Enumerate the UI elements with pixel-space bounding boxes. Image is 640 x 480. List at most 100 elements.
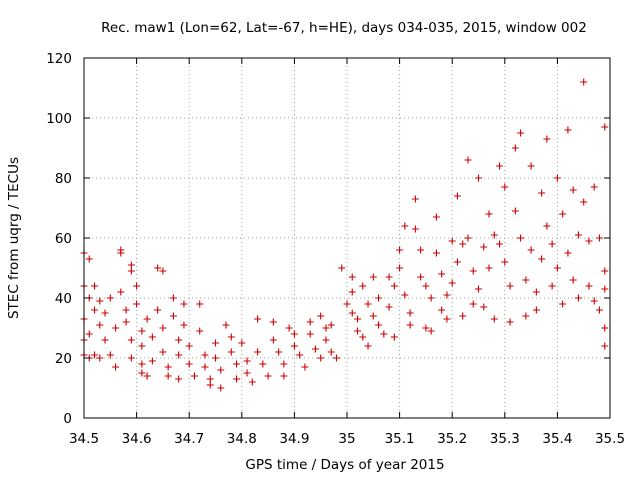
scatter-point xyxy=(601,267,609,275)
scatter-point xyxy=(464,156,472,164)
scatter-point xyxy=(143,315,151,323)
scatter-point xyxy=(96,321,104,329)
data-points xyxy=(80,78,609,392)
scatter-point xyxy=(496,240,504,248)
scatter-point xyxy=(385,273,393,281)
scatter-point xyxy=(148,357,156,365)
scatter-point xyxy=(185,342,193,350)
scatter-point xyxy=(406,309,414,317)
x-tick-label: 35.1 xyxy=(385,431,415,447)
chart-title: Rec. maw1 (Lon=62, Lat=-67, h=HE), days … xyxy=(101,20,587,36)
scatter-point xyxy=(275,348,283,356)
scatter-point xyxy=(422,324,430,332)
scatter-point xyxy=(138,369,146,377)
axis-ticks xyxy=(83,57,611,419)
scatter-point xyxy=(122,306,130,314)
scatter-point xyxy=(227,333,235,341)
scatter-point xyxy=(206,381,214,389)
scatter-point xyxy=(559,210,567,218)
scatter-point xyxy=(159,267,167,275)
scatter-point xyxy=(427,294,435,302)
scatter-point xyxy=(175,375,183,383)
scatter-point xyxy=(201,363,209,371)
scatter-point xyxy=(580,198,588,206)
scatter-point xyxy=(317,312,325,320)
scatter-point xyxy=(243,369,251,377)
scatter-point xyxy=(348,288,356,296)
scatter-point xyxy=(101,309,109,317)
scatter-point xyxy=(480,303,488,311)
scatter-point xyxy=(112,324,120,332)
scatter-point xyxy=(306,330,314,338)
scatter-point xyxy=(569,186,577,194)
y-tick-label: 20 xyxy=(55,351,72,367)
scatter-point xyxy=(501,258,509,266)
scatter-point xyxy=(117,249,125,257)
scatter-point xyxy=(396,264,404,272)
scatter-point xyxy=(538,189,546,197)
scatter-point xyxy=(169,294,177,302)
scatter-point xyxy=(348,309,356,317)
scatter-point xyxy=(538,255,546,263)
scatter-point xyxy=(411,195,419,203)
scatter-point xyxy=(385,303,393,311)
scatter-point xyxy=(91,306,99,314)
scatter-point xyxy=(475,285,482,293)
scatter-point xyxy=(595,306,603,314)
scatter-point xyxy=(590,183,598,191)
y-tick-label: 80 xyxy=(55,171,72,187)
scatter-point xyxy=(180,300,188,308)
scatter-point xyxy=(522,276,530,284)
scatter-point xyxy=(548,240,556,248)
y-tick-label: 0 xyxy=(63,411,72,427)
scatter-point xyxy=(469,300,477,308)
scatter-point xyxy=(259,360,267,368)
scatter-point xyxy=(322,324,330,332)
scatter-point xyxy=(117,288,125,296)
scatter-point xyxy=(364,300,372,308)
scatter-point xyxy=(301,363,309,371)
scatter-point xyxy=(227,348,235,356)
scatter-point xyxy=(112,363,120,371)
x-tick-label: 34.8 xyxy=(227,431,257,447)
scatter-point xyxy=(438,270,446,278)
scatter-point xyxy=(490,231,498,239)
scatter-point xyxy=(485,210,493,218)
scatter-point xyxy=(448,279,456,287)
scatter-point xyxy=(122,318,130,326)
scatter-point xyxy=(601,324,609,332)
scatter-point xyxy=(375,294,383,302)
scatter-point xyxy=(406,321,414,329)
grid-lines xyxy=(84,58,610,418)
scatter-point xyxy=(453,192,461,200)
scatter-point xyxy=(180,321,188,329)
scatter-point xyxy=(564,126,572,134)
scatter-point xyxy=(501,183,509,191)
scatter-point xyxy=(154,306,162,314)
y-tick-label: 100 xyxy=(46,111,72,127)
scatter-point xyxy=(280,372,288,380)
scatter-point xyxy=(269,336,277,344)
scatter-point xyxy=(196,327,204,335)
scatter-point xyxy=(222,321,230,329)
scatter-point xyxy=(396,246,404,254)
scatter-point xyxy=(574,294,582,302)
scatter-point xyxy=(169,312,177,320)
scatter-point xyxy=(327,348,335,356)
scatter-point xyxy=(459,312,467,320)
scatter-point xyxy=(527,162,535,170)
scatter-point xyxy=(159,324,167,332)
scatter-point xyxy=(422,282,430,290)
x-tick-label: 35.3 xyxy=(490,431,520,447)
scatter-point xyxy=(233,360,241,368)
scatter-point xyxy=(190,372,198,380)
scatter-point xyxy=(164,363,172,371)
scatter-point xyxy=(580,78,588,86)
scatter-point xyxy=(438,306,446,314)
scatter-point xyxy=(443,315,451,323)
y-tick-label: 40 xyxy=(55,291,72,307)
scatter-point xyxy=(332,354,340,362)
scatter-point xyxy=(490,315,498,323)
y-tick-label: 120 xyxy=(46,51,72,67)
scatter-point xyxy=(127,267,135,275)
